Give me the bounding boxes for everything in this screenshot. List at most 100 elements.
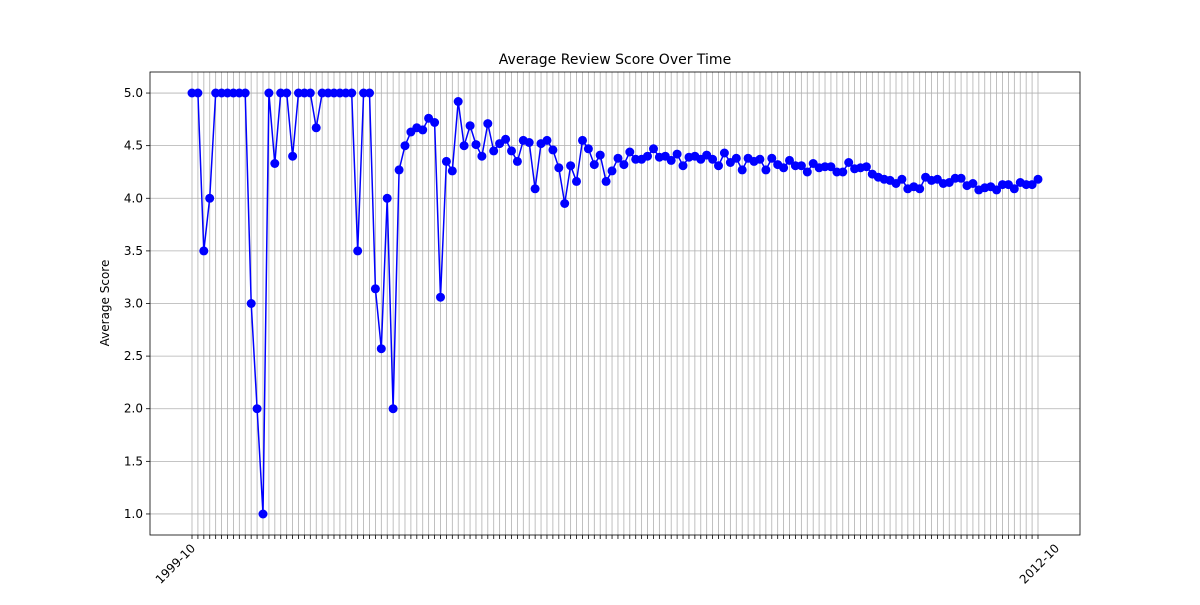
data-point [968, 179, 978, 188]
y-tick-label: 1.5 [124, 454, 143, 468]
data-point [826, 162, 836, 172]
data-point [530, 184, 540, 194]
data-point [252, 404, 262, 414]
data-point [489, 146, 499, 156]
data-point [465, 121, 475, 131]
data-point [915, 184, 925, 194]
data-point [992, 185, 1002, 195]
y-tick-label: 3.5 [124, 244, 143, 258]
data-point [560, 199, 570, 208]
data-point [578, 135, 587, 145]
data-point [394, 165, 404, 175]
data-point [619, 160, 629, 170]
data-point [418, 125, 428, 135]
data-point [1027, 180, 1037, 190]
data-point [382, 193, 392, 203]
y-tick-label: 1.0 [124, 507, 143, 521]
data-point [1033, 174, 1043, 184]
data-point [512, 156, 522, 166]
data-point [447, 166, 457, 176]
data-point [1009, 184, 1019, 194]
data-point [838, 167, 848, 177]
data-point [767, 153, 777, 163]
data-point [779, 163, 789, 173]
y-grid-lines [150, 92, 1080, 515]
data-point [240, 88, 250, 98]
y-tick-label: 3.0 [124, 297, 143, 311]
data-point [311, 123, 321, 133]
data-point [258, 509, 268, 519]
data-point [649, 144, 658, 154]
y-tick-label: 5.0 [124, 86, 143, 100]
data-point [861, 162, 871, 172]
data-point [459, 141, 469, 151]
data-point [554, 163, 564, 173]
data-point [441, 156, 451, 166]
data-point [761, 165, 771, 175]
data-point [572, 176, 581, 186]
data-point [672, 149, 682, 159]
data-point [755, 154, 765, 164]
data-point [566, 161, 576, 171]
data-point [589, 160, 599, 170]
data-point [524, 138, 534, 147]
data-point [666, 155, 676, 165]
data-point [193, 88, 203, 98]
data-point [785, 155, 794, 165]
data-point [507, 146, 516, 156]
data-point [436, 292, 445, 302]
data-point [347, 88, 357, 98]
data-point [370, 284, 380, 294]
data-point [601, 176, 611, 186]
data-point [400, 141, 410, 151]
data-point [714, 161, 723, 171]
y-axis-ticks: 1.0 1.5 2.0 2.5 3.0 3.5 4.0 4.5 5.0 [124, 86, 150, 521]
data-point [548, 145, 558, 155]
data-point [353, 246, 363, 256]
data-point [388, 404, 398, 414]
data-point [897, 174, 907, 184]
chart-title: Average Review Score Over Time [499, 52, 731, 68]
data-point [199, 246, 209, 256]
data-point [471, 140, 481, 150]
data-point [270, 159, 280, 168]
data-point [802, 167, 812, 177]
data-point [288, 151, 298, 161]
data-point [205, 193, 215, 203]
data-point [583, 144, 593, 154]
data-point [542, 135, 552, 145]
data-point [643, 151, 652, 161]
data-point [282, 88, 292, 98]
data-point [678, 161, 688, 171]
data-point [483, 119, 493, 129]
data-point [844, 158, 854, 167]
data-point [956, 173, 966, 183]
data-point [613, 153, 623, 163]
data-point [246, 299, 256, 308]
y-axis-title: Average Score [98, 260, 112, 347]
data-point [501, 134, 511, 144]
data-point [625, 147, 635, 157]
data-point [477, 151, 487, 161]
data-point [796, 161, 806, 171]
y-tick-label: 4.5 [124, 139, 143, 153]
data-point [365, 88, 374, 98]
data-point [607, 166, 617, 176]
data-point [453, 97, 463, 106]
plot-frame [149, 71, 1081, 536]
data-point [737, 165, 747, 175]
data-point [708, 154, 718, 164]
data-point [595, 150, 605, 160]
y-tick-label: 2.0 [124, 402, 143, 416]
data-point [430, 118, 440, 127]
data-point [376, 344, 386, 354]
data-point [719, 148, 729, 158]
data-point [731, 153, 741, 163]
data-point [264, 88, 274, 98]
data-point [305, 88, 315, 98]
y-tick-label: 4.0 [124, 191, 143, 205]
series-layer [187, 88, 1043, 519]
y-tick-label: 2.5 [124, 349, 143, 363]
